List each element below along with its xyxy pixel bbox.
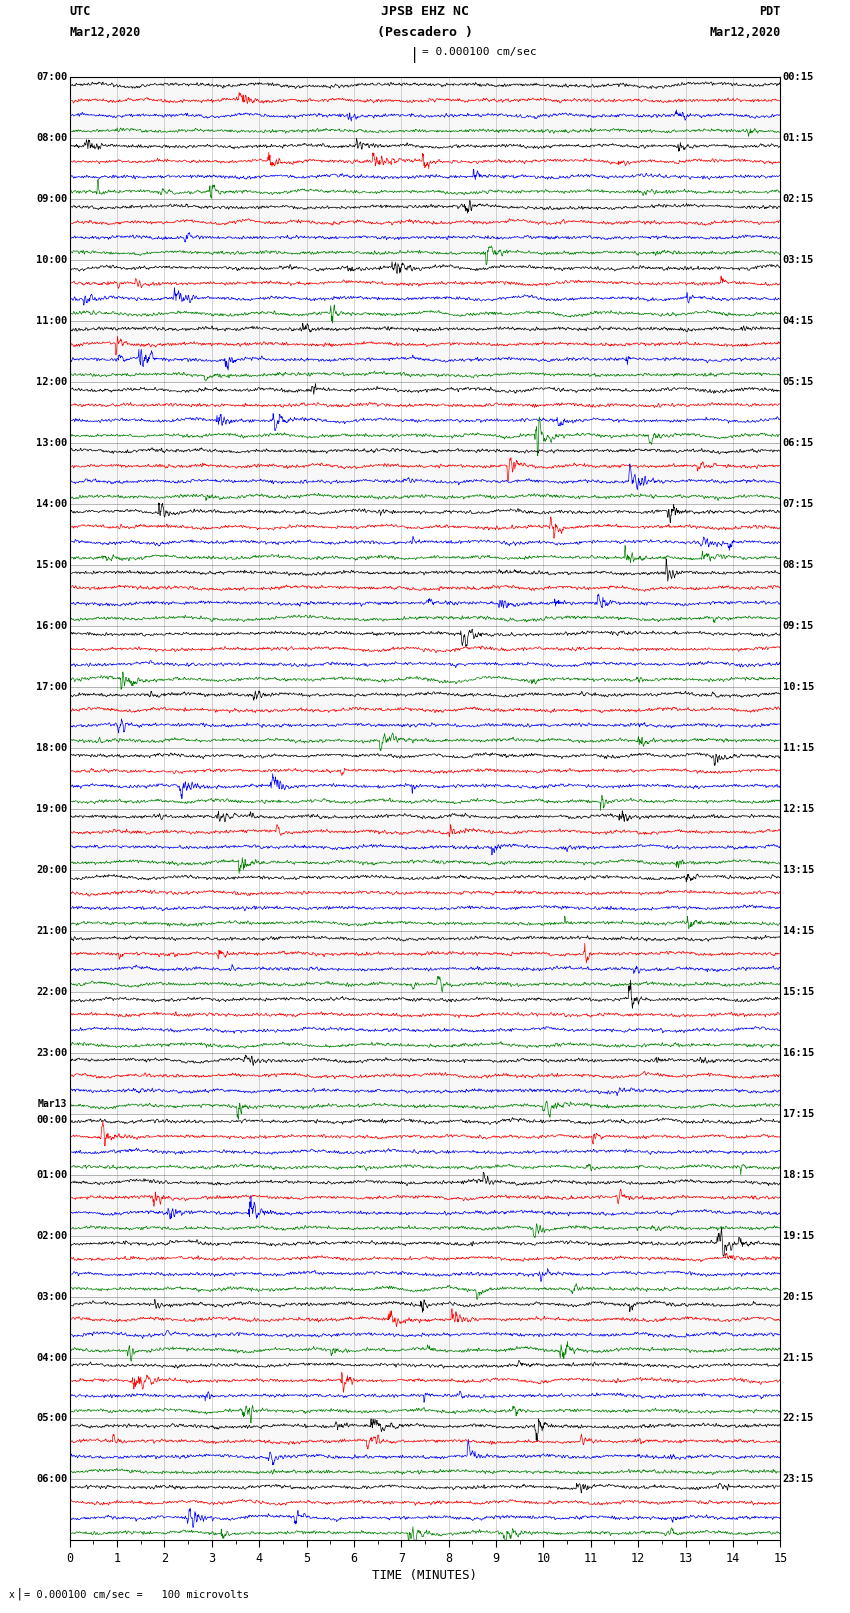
Text: 06:00: 06:00: [36, 1474, 67, 1484]
Text: 02:15: 02:15: [783, 194, 814, 205]
Text: 09:00: 09:00: [36, 194, 67, 205]
Bar: [70, 869, 780, 931]
Text: 08:00: 08:00: [36, 134, 67, 144]
Bar: [70, 200, 780, 260]
Bar: [70, 565, 780, 626]
Bar: [70, 321, 780, 382]
Text: |: |: [15, 1587, 23, 1600]
Text: Mar13: Mar13: [37, 1098, 67, 1108]
Text: 15:15: 15:15: [783, 987, 814, 997]
Text: 22:15: 22:15: [783, 1413, 814, 1424]
Text: 17:00: 17:00: [36, 682, 67, 692]
Text: 12:00: 12:00: [36, 377, 67, 387]
Text: 16:15: 16:15: [783, 1048, 814, 1058]
Bar: [70, 992, 780, 1053]
Text: 23:15: 23:15: [783, 1474, 814, 1484]
Bar: [70, 931, 780, 992]
Text: 12:15: 12:15: [783, 803, 814, 815]
Text: 19:15: 19:15: [783, 1231, 814, 1240]
X-axis label: TIME (MINUTES): TIME (MINUTES): [372, 1569, 478, 1582]
Text: 22:00: 22:00: [36, 987, 67, 997]
Bar: [70, 1174, 780, 1236]
Bar: [70, 1358, 780, 1418]
Text: Mar12,2020: Mar12,2020: [70, 26, 141, 39]
Bar: [70, 1113, 780, 1174]
Text: 14:15: 14:15: [783, 926, 814, 936]
Text: 11:00: 11:00: [36, 316, 67, 326]
Bar: [70, 687, 780, 748]
Text: 01:00: 01:00: [36, 1169, 67, 1179]
Bar: [70, 1418, 780, 1479]
Text: 01:15: 01:15: [783, 134, 814, 144]
Text: 20:15: 20:15: [783, 1292, 814, 1302]
Text: 15:00: 15:00: [36, 560, 67, 569]
Text: 16:00: 16:00: [36, 621, 67, 631]
Text: 05:15: 05:15: [783, 377, 814, 387]
Text: 03:00: 03:00: [36, 1292, 67, 1302]
Text: 18:00: 18:00: [36, 744, 67, 753]
Text: 18:15: 18:15: [783, 1169, 814, 1179]
Text: |: |: [411, 47, 419, 63]
Bar: [70, 810, 780, 869]
Text: 00:00: 00:00: [36, 1115, 67, 1126]
Text: 21:00: 21:00: [36, 926, 67, 936]
Text: 17:15: 17:15: [783, 1108, 814, 1119]
Text: 00:15: 00:15: [783, 73, 814, 82]
Text: PDT: PDT: [759, 5, 780, 18]
Text: 19:00: 19:00: [36, 803, 67, 815]
Text: Mar12,2020: Mar12,2020: [709, 26, 780, 39]
Bar: [70, 260, 780, 321]
Text: 06:15: 06:15: [783, 439, 814, 448]
Bar: [70, 1297, 780, 1358]
Text: JPSB EHZ NC: JPSB EHZ NC: [381, 5, 469, 18]
Bar: [70, 1479, 780, 1540]
Text: 04:15: 04:15: [783, 316, 814, 326]
Bar: [70, 1236, 780, 1297]
Text: 10:15: 10:15: [783, 682, 814, 692]
Text: 10:00: 10:00: [36, 255, 67, 265]
Text: 11:15: 11:15: [783, 744, 814, 753]
Text: x: x: [8, 1590, 14, 1600]
Text: = 0.000100 cm/sec: = 0.000100 cm/sec: [422, 47, 537, 56]
Text: 07:15: 07:15: [783, 498, 814, 510]
Text: 23:00: 23:00: [36, 1048, 67, 1058]
Text: 09:15: 09:15: [783, 621, 814, 631]
Bar: [70, 748, 780, 810]
Text: 02:00: 02:00: [36, 1231, 67, 1240]
Text: (Pescadero ): (Pescadero ): [377, 26, 473, 39]
Text: = 0.000100 cm/sec =   100 microvolts: = 0.000100 cm/sec = 100 microvolts: [24, 1590, 249, 1600]
Bar: [70, 139, 780, 200]
Bar: [70, 505, 780, 565]
Bar: [70, 444, 780, 505]
Text: 13:15: 13:15: [783, 865, 814, 874]
Text: 04:00: 04:00: [36, 1353, 67, 1363]
Text: 07:00: 07:00: [36, 73, 67, 82]
Bar: [70, 1053, 780, 1113]
Bar: [70, 77, 780, 139]
Bar: [70, 382, 780, 444]
Text: UTC: UTC: [70, 5, 91, 18]
Text: 14:00: 14:00: [36, 498, 67, 510]
Text: 03:15: 03:15: [783, 255, 814, 265]
Text: 05:00: 05:00: [36, 1413, 67, 1424]
Text: 20:00: 20:00: [36, 865, 67, 874]
Bar: [70, 626, 780, 687]
Text: 21:15: 21:15: [783, 1353, 814, 1363]
Text: 13:00: 13:00: [36, 439, 67, 448]
Text: 08:15: 08:15: [783, 560, 814, 569]
